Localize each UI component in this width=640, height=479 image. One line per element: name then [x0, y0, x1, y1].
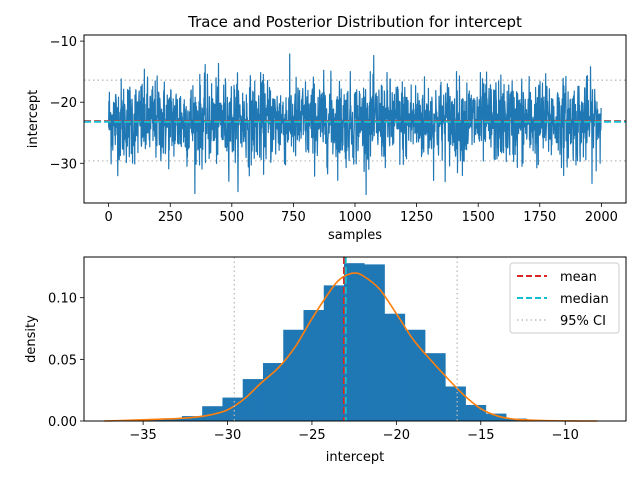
trace-x-tick-label: 1000 [338, 210, 371, 225]
posterior-y-tick-label: 0.10 [48, 292, 77, 307]
trace-x-tick-label: 1750 [523, 210, 556, 225]
posterior-y-axis-label: density [24, 315, 39, 363]
posterior-reference-lines [233, 257, 458, 421]
histogram-bar [344, 263, 365, 421]
histogram-bar [202, 406, 223, 421]
posterior-x-axis: −35 −30 −25 −20 −15 −10 [129, 421, 579, 443]
trace-x-tick-label: 2000 [585, 210, 618, 225]
trace-y-axis-label: intercept [26, 90, 41, 149]
posterior-x-tick-label: −25 [298, 428, 325, 443]
legend: mean median 95% CI [509, 262, 620, 334]
trace-x-axis: 0 250 500 750 1000 1250 1500 1750 2000 [104, 203, 618, 225]
trace-y-tick-label: −30 [50, 157, 77, 172]
histogram-bar [485, 413, 507, 421]
trace-x-tick-label: 500 [219, 210, 244, 225]
posterior-y-axis: 0.00 0.05 0.10 [48, 292, 84, 430]
trace-x-tick-label: 1500 [462, 210, 495, 225]
histogram-bar [161, 418, 183, 421]
histogram-bar [283, 329, 304, 421]
legend-median-label: median [560, 292, 609, 307]
trace-x-tick-label: 250 [158, 210, 183, 225]
trace-plot-title: Trace and Posterior Distribution for int… [187, 13, 522, 31]
posterior-y-tick-label: 0.00 [48, 415, 77, 430]
posterior-x-tick-label: −15 [467, 428, 494, 443]
histogram-bar [404, 329, 426, 421]
trace-plot-panel: Trace and Posterior Distribution for int… [26, 13, 627, 243]
legend-mean-label: mean [560, 270, 597, 285]
histogram-bar [181, 416, 203, 421]
histogram-bar [242, 379, 264, 421]
trace-x-tick-label: 0 [104, 210, 112, 225]
trace-y-tick-label: −20 [50, 96, 77, 111]
trace-y-axis: −30 −20 −10 [50, 35, 84, 172]
histogram-bar [425, 353, 446, 421]
histogram-bars [141, 263, 527, 421]
histogram-bar [222, 397, 244, 421]
legend-box [509, 262, 620, 334]
posterior-plot-frame [83, 256, 627, 422]
posterior-x-tick-label: −35 [129, 428, 156, 443]
trace-x-tick-label: 750 [281, 210, 306, 225]
histogram-bar [303, 310, 325, 421]
histogram-bar [384, 313, 406, 421]
posterior-x-axis-label: intercept [326, 450, 385, 465]
trace-y-tick-label: −10 [50, 35, 77, 50]
trace-x-tick-label: 1250 [400, 210, 433, 225]
histogram-bar [465, 404, 487, 421]
posterior-plot-panel: −35 −30 −25 −20 −15 −10 0.00 0.05 0.10 intercep… [24, 256, 627, 465]
histogram-bar [323, 285, 345, 421]
kde-curve [104, 272, 598, 422]
posterior-x-tick-label: −10 [551, 428, 578, 443]
kde-curve-group [104, 272, 598, 422]
posterior-x-tick-label: −30 [214, 428, 241, 443]
trace-reference-lines [84, 120, 626, 123]
posterior-x-tick-label: −20 [383, 428, 410, 443]
trace-ci-lines [84, 79, 626, 162]
legend-ci-label: 95% CI [560, 314, 606, 329]
histogram-bar [445, 386, 466, 421]
trace-x-axis-label: samples [328, 228, 382, 243]
posterior-y-tick-label: 0.05 [48, 353, 77, 368]
histogram-bar [364, 264, 385, 421]
histogram-bar [141, 419, 162, 421]
